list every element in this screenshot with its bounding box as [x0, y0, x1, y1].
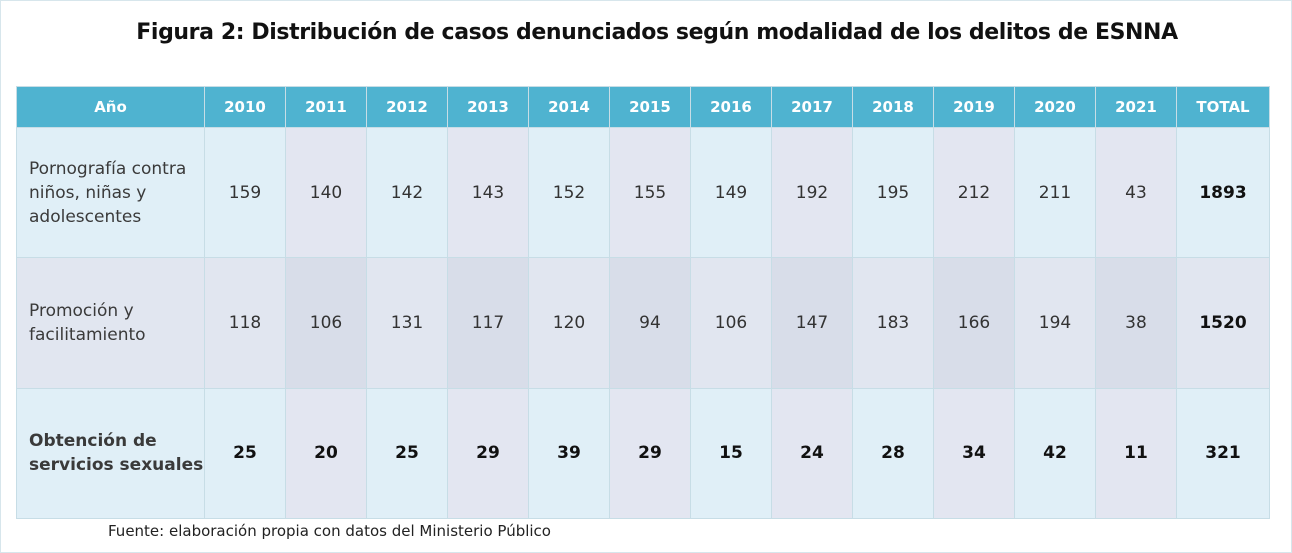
table-cell: 39 — [528, 387, 610, 520]
table-cell: 25 — [366, 387, 448, 520]
table-cell: 25 — [204, 387, 286, 520]
row-total: 321 — [1176, 387, 1270, 520]
table-cell: 149 — [690, 126, 772, 259]
table-cell: 152 — [528, 126, 610, 259]
header-year: 2015 — [609, 86, 691, 128]
header-year: 2017 — [771, 86, 853, 128]
table-cell: 106 — [690, 257, 772, 389]
table-cell: 159 — [204, 126, 286, 259]
figure-title: Figura 2: Distribución de casos denuncia… — [136, 20, 1178, 45]
header-year: 2018 — [852, 86, 934, 128]
table-cell: 42 — [1014, 387, 1096, 520]
row-total: 1893 — [1176, 126, 1270, 259]
table-cell: 211 — [1014, 126, 1096, 259]
table-cell: 38 — [1095, 257, 1177, 389]
table-row: Obtención de servicios sexuales 25 20 25… — [16, 387, 1270, 520]
table-cell: 166 — [933, 257, 1015, 389]
table-cell: 192 — [771, 126, 853, 259]
header-total: TOTAL — [1176, 86, 1270, 128]
row-label: Obtención de servicios sexuales — [16, 387, 205, 520]
table-cell: 94 — [609, 257, 691, 389]
table-cell: 28 — [852, 387, 934, 520]
header-year: 2011 — [285, 86, 367, 128]
table-cell: 140 — [285, 126, 367, 259]
table-cell: 29 — [609, 387, 691, 520]
header-year: 2021 — [1095, 86, 1177, 128]
table-cell: 24 — [771, 387, 853, 520]
header-year: 2014 — [528, 86, 610, 128]
table-cell: 106 — [285, 257, 367, 389]
header-year: 2010 — [204, 86, 286, 128]
row-label: Pornografía contra niños, niñas y adoles… — [16, 126, 205, 259]
header-year: 2020 — [1014, 86, 1096, 128]
table-cell: 131 — [366, 257, 448, 389]
table-cell: 194 — [1014, 257, 1096, 389]
header-year: 2019 — [933, 86, 1015, 128]
header-year: 2012 — [366, 86, 448, 128]
table-cell: 147 — [771, 257, 853, 389]
source-note: Fuente: elaboración propia con datos del… — [108, 522, 551, 540]
table-cell: 11 — [1095, 387, 1177, 520]
table-cell: 212 — [933, 126, 1015, 259]
table-cell: 143 — [447, 126, 529, 259]
table-cell: 20 — [285, 387, 367, 520]
table-cell: 117 — [447, 257, 529, 389]
table-cell: 15 — [690, 387, 772, 520]
header-year-label: Año — [16, 86, 205, 128]
header-year: 2013 — [447, 86, 529, 128]
table-row: Pornografía contra niños, niñas y adoles… — [16, 126, 1270, 259]
header-year: 2016 — [690, 86, 772, 128]
table-header-row: Año 2010 2011 2012 2013 2014 2015 2016 2… — [16, 86, 1270, 128]
table-cell: 43 — [1095, 126, 1177, 259]
table-cell: 34 — [933, 387, 1015, 520]
table-cell: 29 — [447, 387, 529, 520]
table-cell: 118 — [204, 257, 286, 389]
row-label: Promoción y facilitamiento — [16, 257, 205, 389]
table-cell: 183 — [852, 257, 934, 389]
table-row: Promoción y facilitamiento 118 106 131 1… — [16, 257, 1270, 389]
table-cell: 120 — [528, 257, 610, 389]
row-total: 1520 — [1176, 257, 1270, 389]
table-cell: 142 — [366, 126, 448, 259]
table-cell: 195 — [852, 126, 934, 259]
table-cell: 155 — [609, 126, 691, 259]
cases-table: Año 2010 2011 2012 2013 2014 2015 2016 2… — [16, 86, 1270, 520]
